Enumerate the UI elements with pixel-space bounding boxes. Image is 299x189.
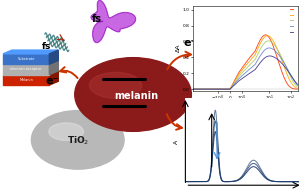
Y-axis label: ΔA: ΔA [176,44,181,52]
Ellipse shape [49,123,83,140]
Text: Substrate: Substrate [17,57,35,61]
Text: TiO$_2$: TiO$_2$ [67,135,89,147]
Text: fs: fs [92,14,102,24]
Text: Melanin: Melanin [19,78,33,82]
Text: e⁻: e⁻ [183,39,196,48]
Polygon shape [49,50,58,64]
Ellipse shape [31,111,124,169]
Text: fs: fs [42,42,51,51]
Y-axis label: A: A [173,140,179,144]
Text: h⁺: h⁺ [189,122,203,132]
Ellipse shape [75,58,191,131]
Polygon shape [49,71,58,85]
Text: melanin: melanin [114,91,158,101]
Text: electron acceptor: electron acceptor [10,67,42,71]
Polygon shape [91,1,136,43]
Text: e⁻: e⁻ [46,76,59,86]
Polygon shape [3,75,49,85]
Polygon shape [3,54,49,64]
Polygon shape [3,50,58,54]
Polygon shape [49,60,58,75]
Polygon shape [3,64,49,75]
X-axis label: Time (ps): Time (ps) [231,105,259,110]
Ellipse shape [89,72,142,98]
Legend:   ,   ,   ,   ,   : , , , , [290,7,296,34]
